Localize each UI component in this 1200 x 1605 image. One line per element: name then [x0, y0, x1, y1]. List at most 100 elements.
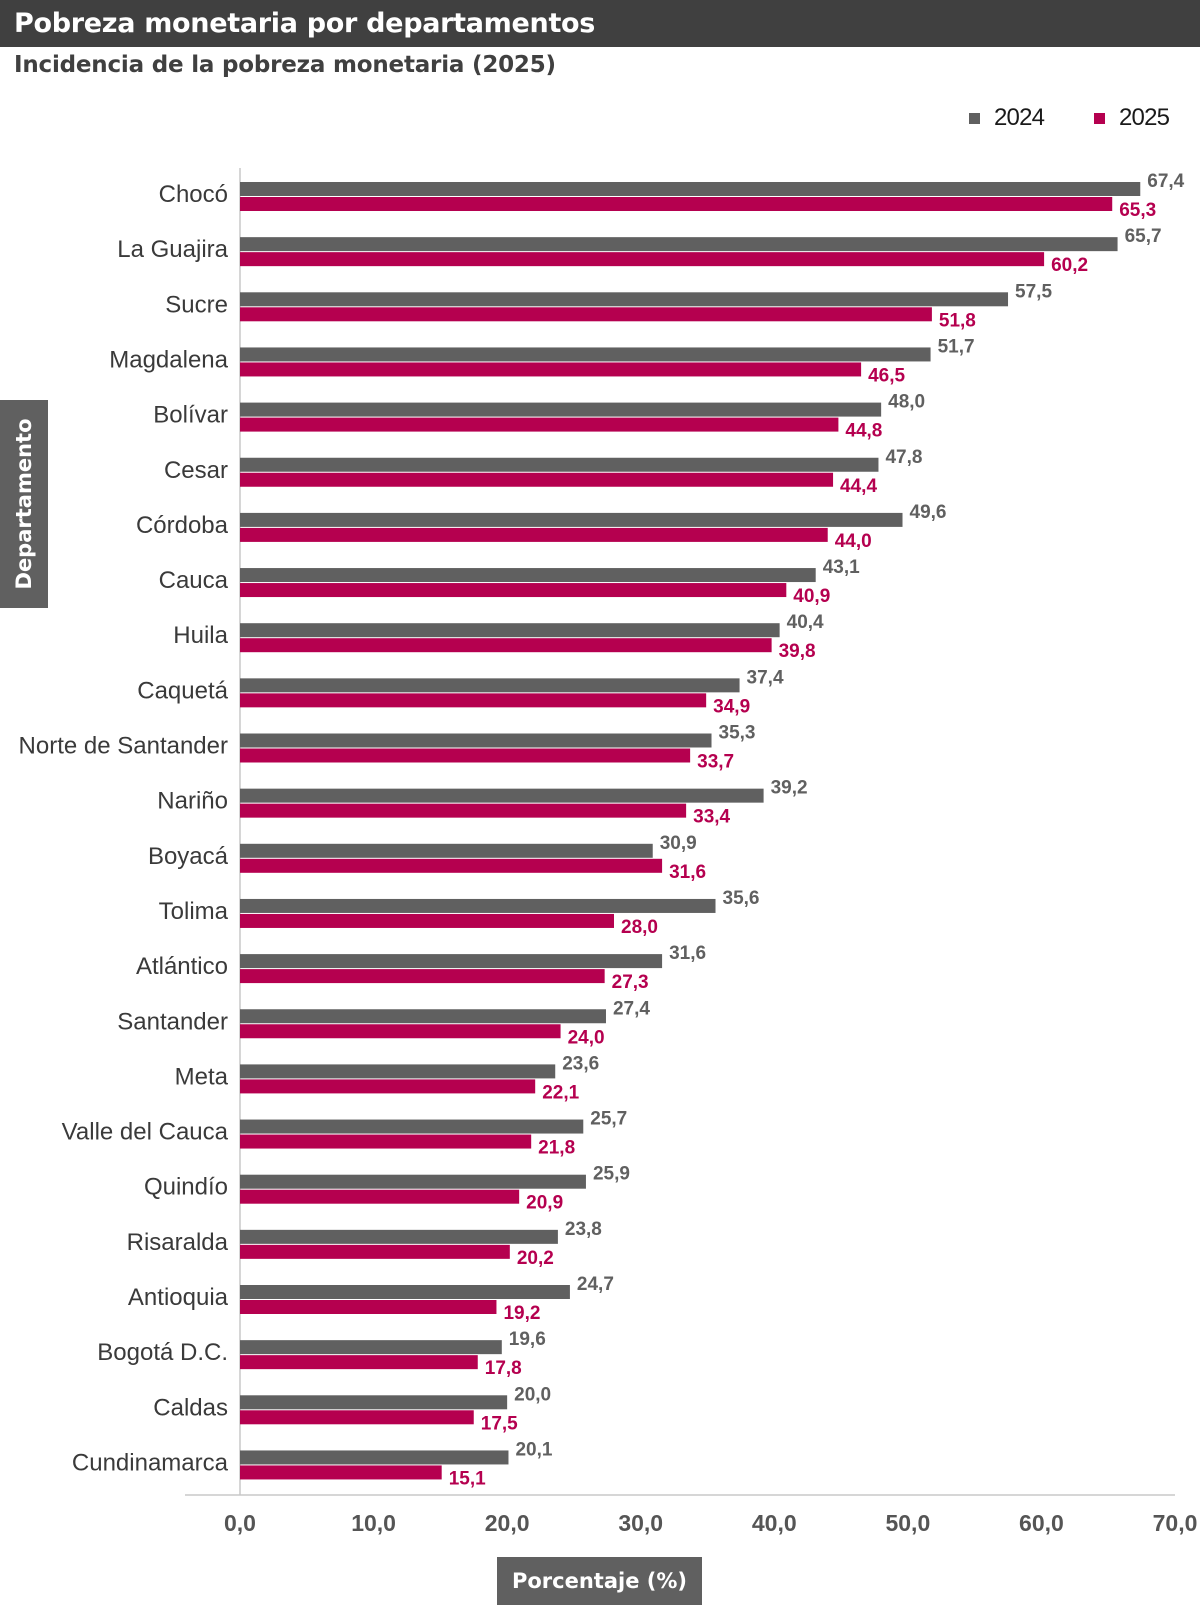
x-tick-label: 70,0	[1153, 1510, 1198, 1536]
data-label-2024: 20,0	[514, 1384, 551, 1405]
data-label-2025: 28,0	[621, 917, 658, 938]
bar-2025	[240, 858, 663, 873]
bar-2024	[240, 347, 931, 362]
chart-subtitle: Incidencia de la pobreza monetaria (2025…	[14, 52, 556, 78]
category-label: Nariño	[157, 788, 228, 815]
data-label-2024: 23,6	[562, 1053, 599, 1074]
legend-label-2025: 2025	[1119, 104, 1170, 131]
bar-2025	[240, 583, 787, 598]
category-label: Boyacá	[148, 843, 229, 870]
bar-2025	[240, 1355, 478, 1370]
data-label-2024: 48,0	[888, 392, 925, 413]
bar-2024	[240, 1064, 556, 1079]
data-label-2025: 65,3	[1119, 200, 1156, 221]
bar-2025	[240, 1300, 497, 1314]
bar-2024	[240, 1285, 570, 1299]
bar-2024	[240, 843, 653, 858]
x-tick-label: 60,0	[1019, 1510, 1064, 1536]
bar-2025	[240, 252, 1045, 267]
bar-2025	[240, 1244, 510, 1259]
bar-2025	[240, 969, 605, 984]
legend-swatch-2025	[1094, 112, 1105, 124]
bar-2025	[240, 693, 707, 708]
bar-2024	[240, 1340, 502, 1355]
data-label-2025: 33,4	[693, 807, 730, 828]
data-label-2024: 43,1	[823, 557, 860, 578]
data-label-2024: 65,7	[1125, 226, 1162, 247]
bar-2024	[240, 1119, 584, 1134]
legend-label-2024: 2024	[994, 104, 1045, 131]
bar-2025	[240, 1189, 520, 1204]
bar-2024	[240, 1229, 558, 1244]
bar-2025	[240, 748, 691, 763]
data-label-2025: 44,0	[835, 531, 872, 552]
category-label: Meta	[175, 1063, 229, 1090]
data-label-2025: 33,7	[697, 752, 734, 773]
bar-2024	[240, 1450, 509, 1465]
legend-item-2024: 2024	[969, 104, 1045, 132]
x-tick-label: 40,0	[752, 1510, 797, 1536]
bar-2024	[240, 457, 879, 472]
data-label-2025: 20,9	[526, 1193, 563, 1214]
bar-2025	[240, 417, 839, 432]
data-label-2025: 60,2	[1051, 255, 1088, 276]
data-label-2024: 67,4	[1147, 171, 1184, 192]
x-tick-label: 0,0	[224, 1510, 256, 1536]
data-label-2024: 49,6	[910, 502, 947, 523]
bar-2025	[240, 197, 1113, 211]
category-label: Cesar	[164, 457, 228, 484]
category-label: Antioquia	[128, 1284, 229, 1311]
bar-2024	[240, 1174, 586, 1189]
data-label-2024: 47,8	[885, 447, 922, 468]
category-label: Córdoba	[136, 512, 229, 539]
y-axis-title-box: Departamento	[0, 400, 48, 608]
bar-2024	[240, 678, 740, 693]
category-label: La Guajira	[117, 236, 228, 263]
category-label: Magdalena	[109, 346, 228, 373]
data-label-2025: 31,6	[669, 862, 706, 883]
bar-2025	[240, 1079, 536, 1094]
bar-2024	[240, 623, 780, 638]
data-label-2024: 23,8	[565, 1219, 602, 1240]
data-label-2025: 44,8	[845, 421, 882, 442]
x-axis-title: Porcentaje (%)	[511, 1569, 687, 1593]
x-axis-title-box: Porcentaje (%)	[497, 1557, 702, 1605]
category-label: Atlántico	[136, 953, 228, 980]
data-label-2025: 39,8	[779, 641, 816, 662]
bar-2024	[240, 292, 1009, 307]
category-label: Caldas	[153, 1394, 228, 1421]
data-label-2025: 46,5	[868, 365, 905, 386]
category-label: Valle del Cauca	[62, 1119, 229, 1146]
data-label-2025: 40,9	[793, 586, 830, 607]
category-label: Norte de Santander	[19, 733, 228, 760]
data-label-2025: 34,9	[713, 696, 750, 717]
bar-2025	[240, 527, 828, 542]
category-label: Cundinamarca	[72, 1449, 229, 1476]
data-label-2025: 21,8	[538, 1138, 575, 1159]
bar-2024	[240, 512, 903, 527]
category-label: Caquetá	[137, 677, 228, 704]
data-label-2024: 20,1	[515, 1439, 552, 1460]
data-label-2024: 24,7	[577, 1274, 614, 1295]
data-label-2025: 44,4	[840, 476, 877, 497]
bar-2025	[240, 1024, 561, 1039]
x-tick-label: 20,0	[485, 1510, 530, 1536]
bar-2024	[240, 568, 816, 583]
legend-item-2025: 2025	[1094, 104, 1170, 132]
bar-2024	[240, 402, 882, 417]
legend-swatch-2024	[969, 112, 980, 124]
data-label-2024: 27,4	[613, 998, 650, 1019]
data-label-2025: 17,8	[485, 1358, 522, 1379]
bar-2024	[240, 733, 712, 748]
x-tick-label: 30,0	[618, 1510, 663, 1536]
bar-2025	[240, 803, 687, 818]
bar-2024	[240, 237, 1118, 252]
bar-2024	[240, 1009, 606, 1024]
data-label-2024: 51,7	[938, 336, 975, 357]
data-label-2025: 19,2	[503, 1303, 540, 1324]
bar-2024	[240, 954, 663, 969]
bar-2024	[240, 788, 764, 803]
data-label-2024: 40,4	[787, 612, 824, 633]
category-label: Risaralda	[127, 1229, 229, 1256]
